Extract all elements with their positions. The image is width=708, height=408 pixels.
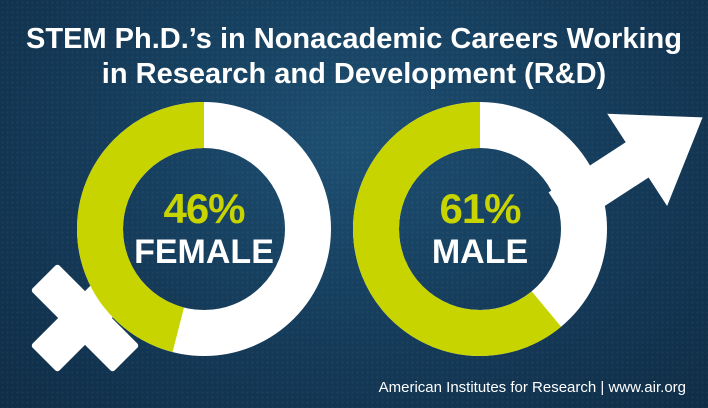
- donut-charts: [77, 102, 607, 356]
- footer: American Institutes for Research | www.a…: [379, 379, 686, 396]
- female-donut-label: 46% FEMALE: [120, 186, 288, 272]
- male-donut-label: 61% MALE: [396, 186, 564, 272]
- chart-title-line-1: STEM Ph.D.’s in Nonacademic Careers Work…: [26, 23, 682, 55]
- chart-title-line-2: in Research and Development (R&D): [101, 58, 607, 90]
- footer-url[interactable]: www.air.org: [608, 379, 686, 396]
- male-value-label: 61%: [439, 185, 521, 232]
- footer-organization: American Institutes for Research: [378, 379, 597, 396]
- male-category-label: MALE: [431, 233, 529, 271]
- male-donut-value-arc: [353, 102, 607, 356]
- female-category-label: FEMALE: [134, 233, 274, 271]
- female-donut-value-arc: [77, 102, 331, 356]
- chart-title: STEM Ph.D.’s in Nonacademic Careers Work…: [0, 22, 708, 92]
- footer-separator: |: [600, 379, 605, 396]
- female-value-label: 46%: [163, 185, 245, 232]
